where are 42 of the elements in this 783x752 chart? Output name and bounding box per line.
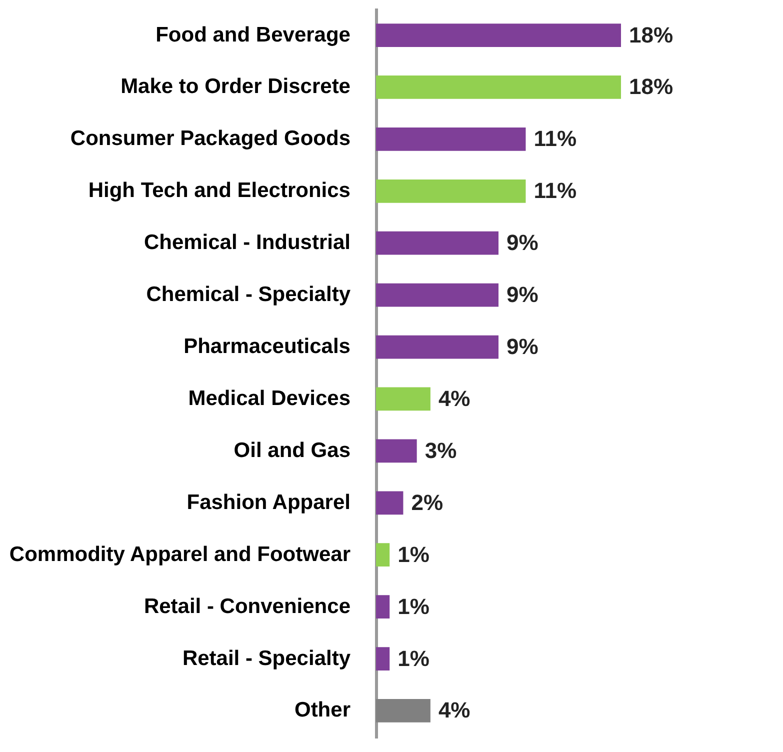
data-label: 4% [438,698,470,723]
y-tick-label: Chemical - Industrial [144,231,350,254]
bar [376,128,526,151]
y-tick-label: Retail - Convenience [144,594,350,618]
y-tick-label: Food and Beverage [156,23,350,46]
y-tick-label: Consumer Packaged Goods [70,127,350,150]
bar [376,179,526,203]
data-label: 4% [438,386,470,411]
data-label: 18% [629,22,674,48]
data-label: 9% [506,334,538,360]
data-label: 11% [534,178,577,204]
bar [376,491,404,515]
y-tick-label: High Tech and Electronics [88,179,350,202]
y-tick-label: Other [294,698,350,722]
bar [376,439,417,463]
bar [376,595,390,618]
bar [376,543,390,567]
data-label: 9% [506,230,538,256]
data-label: 18% [629,74,674,100]
data-label: 1% [398,646,430,671]
bar [376,231,498,255]
y-tick-label: Pharmaceuticals [184,335,350,358]
y-tick-label: Oil and Gas [234,438,350,462]
y-tick-label: Medical Devices [188,386,350,410]
data-label: 1% [398,594,430,619]
bar [376,647,390,670]
bar [376,283,498,307]
bar [376,76,621,99]
data-label: 1% [398,542,430,567]
bar [376,24,621,47]
data-label: 11% [534,126,577,152]
y-tick-label: Make to Order Discrete [120,75,350,98]
bar [376,387,430,411]
y-tick-label: Retail - Specialty [182,646,351,670]
y-tick-label: Fashion Apparel [186,490,350,514]
data-label: 2% [411,490,444,515]
bar [376,335,498,359]
bar [376,699,430,722]
data-label: 3% [424,438,457,463]
data-label: 9% [506,282,538,308]
y-tick-label: Chemical - Specialty [146,283,351,306]
y-tick-label: Commodity Apparel and Footwear [9,542,350,566]
